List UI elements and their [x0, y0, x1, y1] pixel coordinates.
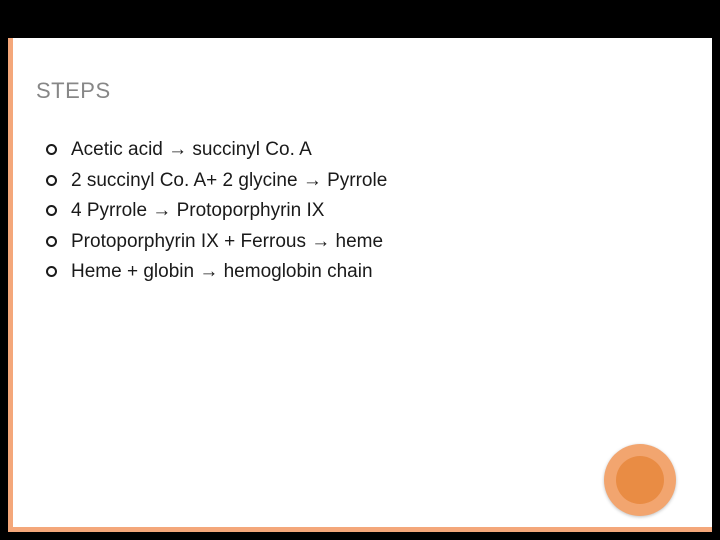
- item-text: 4 Pyrrole → Protoporphyrin IX: [71, 197, 666, 226]
- item-text: 2 succinyl Co. A+ 2 glycine → Pyrrole: [71, 167, 666, 196]
- list-item: 2 succinyl Co. A+ 2 glycine → Pyrrole: [46, 167, 666, 196]
- bullet-icon: [46, 144, 57, 155]
- accent-bottom-bar: [8, 527, 712, 532]
- decorative-circle-outer: [604, 444, 676, 516]
- bullet-icon: [46, 266, 57, 277]
- item-text: Heme + globin → hemoglobin chain: [71, 258, 666, 287]
- list-item: Acetic acid → succinyl Co. A: [46, 136, 666, 165]
- bullet-icon: [46, 175, 57, 186]
- item-text: Protoporphyrin IX + Ferrous → heme: [71, 228, 666, 257]
- bullet-icon: [46, 205, 57, 216]
- content-list: Acetic acid → succinyl Co. A 2 succinyl …: [46, 136, 666, 289]
- item-text: Acetic acid → succinyl Co. A: [71, 136, 666, 165]
- accent-left-bar: [8, 38, 13, 532]
- list-item: Heme + globin → hemoglobin chain: [46, 258, 666, 287]
- list-item: 4 Pyrrole → Protoporphyrin IX: [46, 197, 666, 226]
- slide: STEPS Acetic acid → succinyl Co. A 2 suc…: [8, 38, 712, 532]
- decorative-circle-inner: [616, 456, 664, 504]
- slide-title: STEPS: [36, 78, 111, 104]
- list-item: Protoporphyrin IX + Ferrous → heme: [46, 228, 666, 257]
- bullet-icon: [46, 236, 57, 247]
